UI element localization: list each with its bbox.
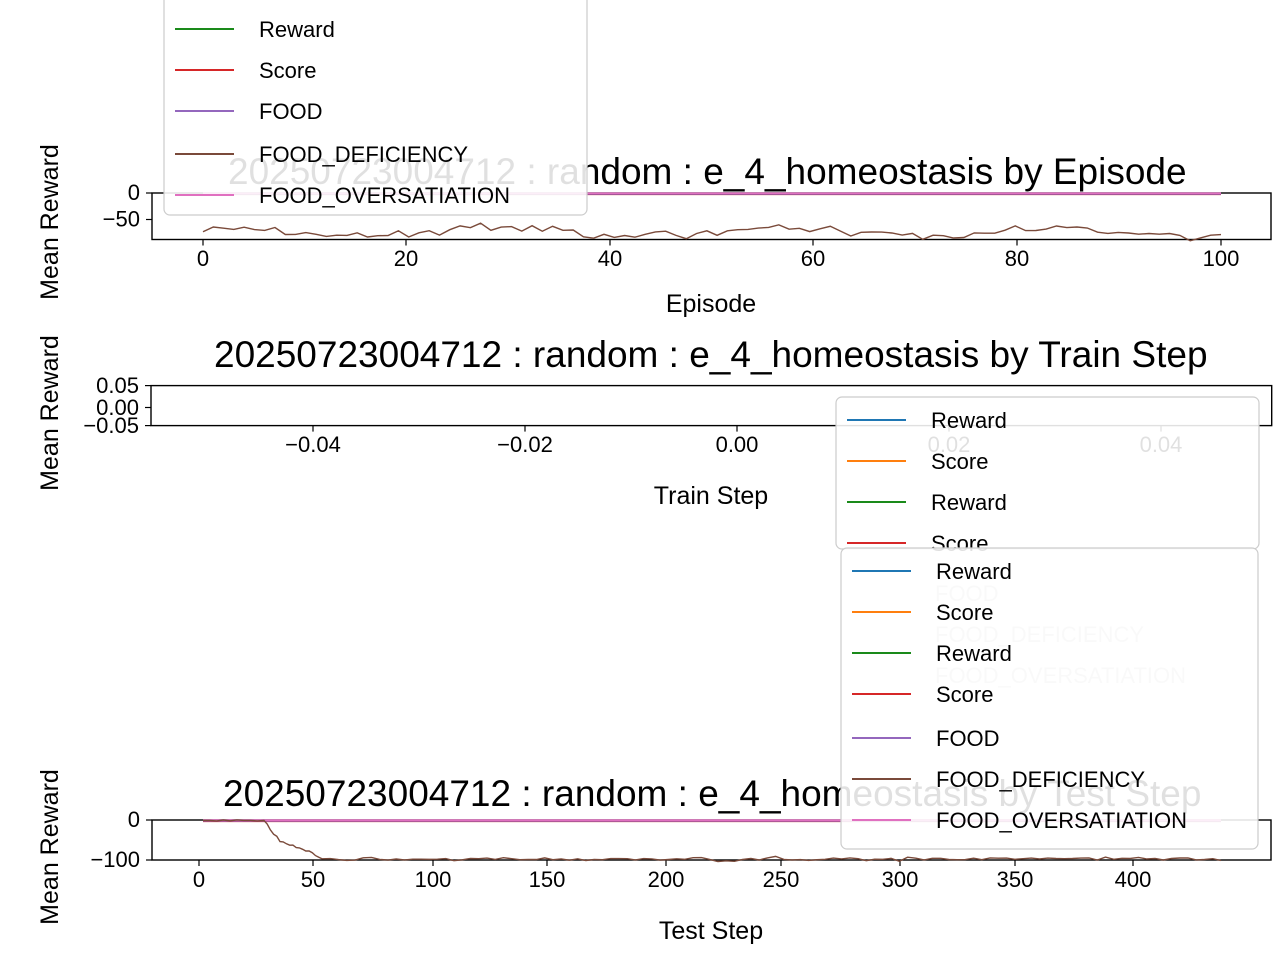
svg-text:0: 0 xyxy=(128,180,140,205)
svg-text:Reward: Reward xyxy=(931,490,1007,515)
svg-text:200: 200 xyxy=(648,867,685,892)
svg-text:Mean Reward: Mean Reward xyxy=(36,335,64,491)
svg-text:Test Step: Test Step xyxy=(659,917,763,945)
svg-text:Score: Score xyxy=(936,600,993,625)
svg-text:40: 40 xyxy=(598,246,622,271)
svg-text:FOOD: FOOD xyxy=(259,99,323,124)
svg-text:Train Step: Train Step xyxy=(654,482,768,510)
svg-text:Mean Reward: Mean Reward xyxy=(36,144,64,300)
svg-text:20250723004712 : random : e_4_: 20250723004712 : random : e_4_homeostasi… xyxy=(214,334,1208,375)
svg-text:Reward: Reward xyxy=(936,641,1012,666)
svg-text:250: 250 xyxy=(763,867,800,892)
svg-text:350: 350 xyxy=(997,867,1034,892)
svg-text:300: 300 xyxy=(882,867,919,892)
svg-text:Score: Score xyxy=(931,449,988,474)
svg-text:−0.04: −0.04 xyxy=(285,432,341,457)
svg-text:FOOD_OVERSATIATION: FOOD_OVERSATIATION xyxy=(259,183,510,208)
svg-text:Reward: Reward xyxy=(259,17,335,42)
svg-text:FOOD_OVERSATIATION: FOOD_OVERSATIATION xyxy=(936,808,1187,833)
svg-text:100: 100 xyxy=(415,867,452,892)
svg-text:Episode: Episode xyxy=(666,290,756,318)
svg-text:−100: −100 xyxy=(90,847,140,872)
svg-text:−0.02: −0.02 xyxy=(497,432,553,457)
svg-text:150: 150 xyxy=(529,867,566,892)
svg-text:50: 50 xyxy=(301,867,325,892)
svg-text:FOOD_DEFICIENCY: FOOD_DEFICIENCY xyxy=(936,767,1145,792)
svg-text:−0.05: −0.05 xyxy=(83,413,139,438)
svg-text:Reward: Reward xyxy=(936,559,1012,584)
svg-text:Reward: Reward xyxy=(931,408,1007,433)
svg-text:60: 60 xyxy=(801,246,825,271)
svg-text:0: 0 xyxy=(128,807,140,832)
svg-text:FOOD: FOOD xyxy=(936,726,1000,751)
svg-text:0: 0 xyxy=(197,246,209,271)
svg-text:Mean Reward: Mean Reward xyxy=(36,769,64,925)
svg-text:0.00: 0.00 xyxy=(716,432,759,457)
svg-text:400: 400 xyxy=(1115,867,1152,892)
svg-text:Score: Score xyxy=(259,58,316,83)
svg-text:100: 100 xyxy=(1203,246,1240,271)
svg-text:Score: Score xyxy=(936,682,993,707)
svg-text:20: 20 xyxy=(394,246,418,271)
svg-text:80: 80 xyxy=(1005,246,1029,271)
svg-text:FOOD_DEFICIENCY: FOOD_DEFICIENCY xyxy=(259,142,468,167)
svg-text:0: 0 xyxy=(193,867,205,892)
svg-text:−50: −50 xyxy=(103,207,140,232)
